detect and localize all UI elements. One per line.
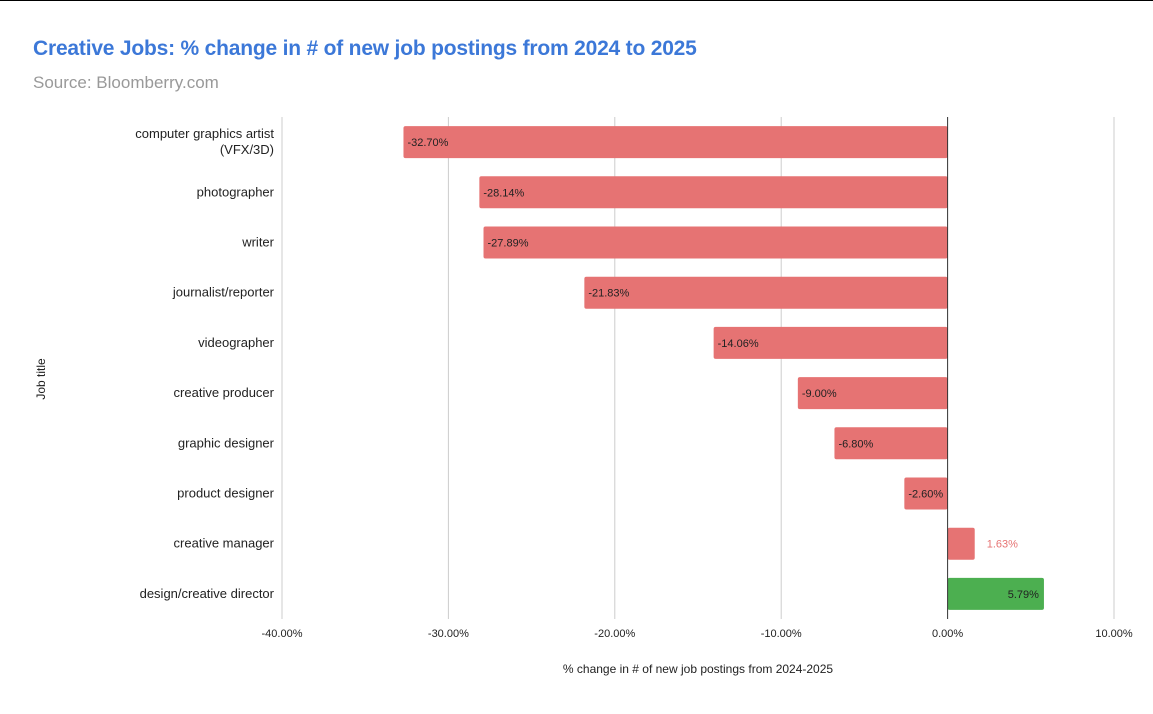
- bar: [947, 577, 1044, 610]
- category-label: design/creative director: [140, 586, 275, 601]
- x-tick-label: -40.00%: [262, 628, 303, 640]
- bar: [403, 126, 948, 159]
- x-tick-label: 0.00%: [932, 628, 963, 640]
- bar: [904, 477, 948, 510]
- data-label: -28.14%: [483, 187, 524, 199]
- bar: [483, 226, 948, 259]
- category-label: photographer: [197, 184, 275, 199]
- bar: [834, 427, 948, 460]
- category-label: product designer: [177, 486, 275, 501]
- data-label: -27.89%: [488, 238, 529, 250]
- category-label: graphic designer: [178, 435, 275, 450]
- chart-subtitle: Source: Bloomberry.com: [33, 73, 219, 92]
- data-label: -6.80%: [838, 438, 873, 450]
- bar: [797, 377, 948, 410]
- category-label: journalist/reporter: [172, 285, 275, 300]
- data-label: 5.79%: [1008, 589, 1039, 601]
- x-tick-label: -10.00%: [761, 628, 802, 640]
- category-label: videographer: [198, 335, 275, 350]
- data-label: -21.83%: [588, 288, 629, 300]
- bar: [584, 276, 948, 309]
- category-label: computer graphics artist: [135, 126, 274, 141]
- data-label: -32.70%: [407, 137, 448, 149]
- category-label: writer: [241, 235, 274, 250]
- category-label: creative producer: [174, 385, 275, 400]
- data-label: 1.63%: [987, 539, 1018, 551]
- chart-title: Creative Jobs: % change in # of new job …: [33, 37, 697, 60]
- bar: [713, 326, 948, 359]
- x-axis-title: % change in # of new job postings from 2…: [563, 662, 834, 676]
- data-label: -14.06%: [718, 338, 759, 350]
- category-label: creative manager: [174, 536, 275, 551]
- category-label: (VFX/3D): [220, 142, 274, 157]
- bar: [947, 527, 975, 560]
- bar: [479, 176, 948, 209]
- data-label: -2.60%: [908, 489, 943, 501]
- x-tick-label: -30.00%: [428, 628, 469, 640]
- x-tick-label: -20.00%: [594, 628, 635, 640]
- y-axis-title: Job title: [34, 358, 48, 400]
- data-label: -9.00%: [802, 388, 837, 400]
- x-tick-label: 10.00%: [1095, 628, 1133, 640]
